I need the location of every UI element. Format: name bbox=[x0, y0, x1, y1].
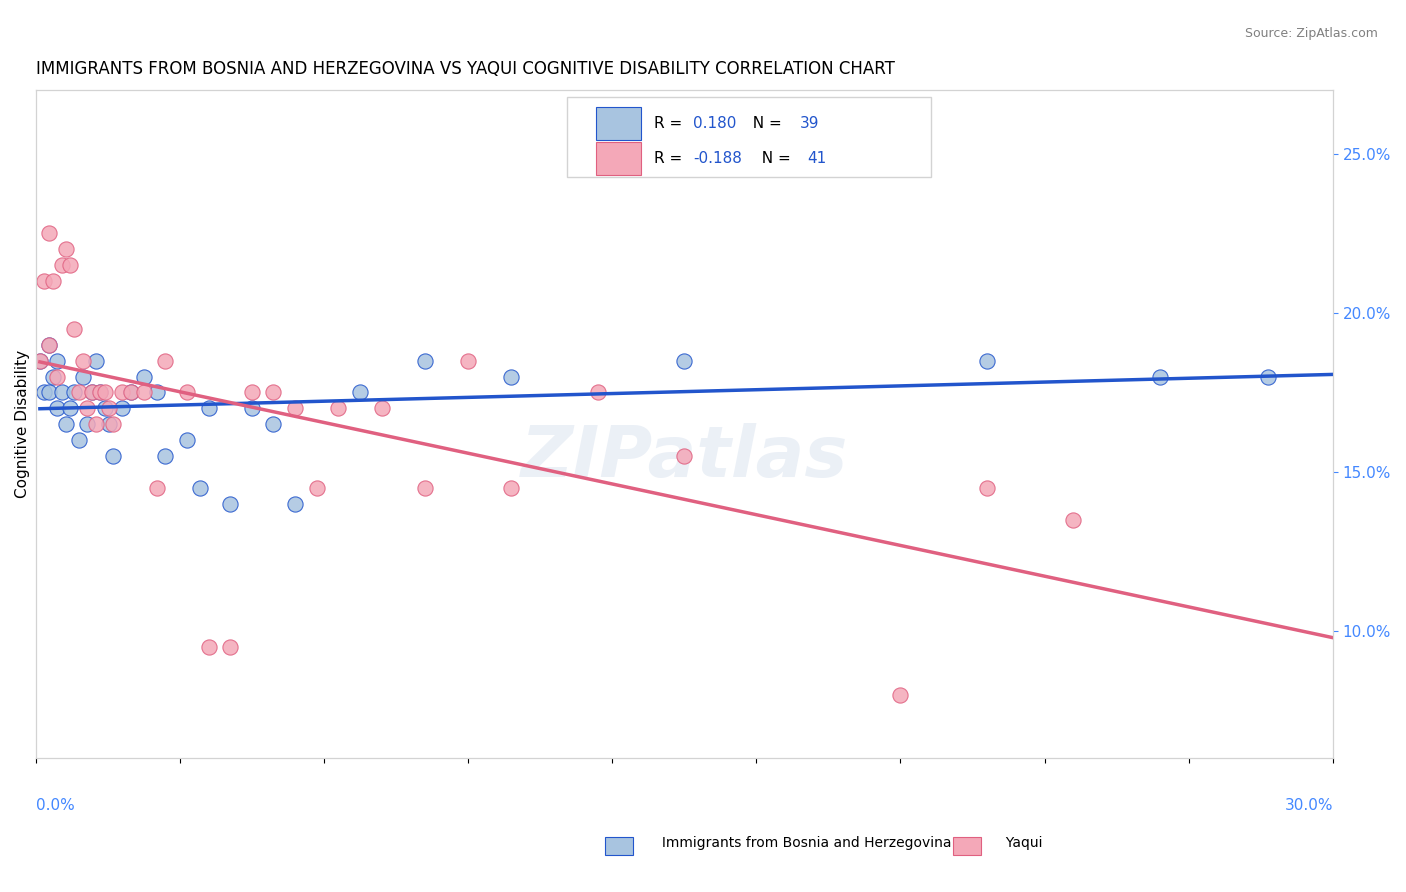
Point bbox=[51, 258, 73, 272]
Point bbox=[284, 401, 307, 416]
Text: 41: 41 bbox=[807, 151, 827, 166]
Point bbox=[38, 338, 60, 352]
Point bbox=[132, 385, 155, 400]
Point bbox=[59, 258, 82, 272]
Text: Immigrants from Bosnia and Herzegovina: Immigrants from Bosnia and Herzegovina bbox=[640, 836, 952, 850]
Point bbox=[349, 385, 371, 400]
Point bbox=[28, 353, 51, 368]
Point bbox=[98, 401, 121, 416]
Point bbox=[67, 385, 90, 400]
Text: N =: N = bbox=[752, 151, 796, 166]
Point bbox=[84, 417, 107, 432]
Point bbox=[501, 481, 523, 495]
Point bbox=[120, 385, 142, 400]
Point bbox=[197, 640, 219, 654]
Point bbox=[55, 417, 77, 432]
Point bbox=[176, 434, 198, 448]
Point bbox=[32, 385, 55, 400]
Point bbox=[328, 401, 350, 416]
Text: N =: N = bbox=[742, 116, 786, 131]
Point bbox=[80, 385, 103, 400]
Point bbox=[219, 497, 242, 511]
Point bbox=[413, 353, 436, 368]
Point bbox=[188, 481, 211, 495]
Text: 39: 39 bbox=[800, 116, 820, 131]
Point bbox=[219, 640, 242, 654]
Point bbox=[72, 369, 94, 384]
Point bbox=[76, 417, 98, 432]
Point bbox=[89, 385, 111, 400]
Point bbox=[38, 338, 60, 352]
Point bbox=[46, 353, 69, 368]
Point bbox=[38, 385, 60, 400]
Text: R =: R = bbox=[654, 116, 688, 131]
Point bbox=[262, 417, 284, 432]
Point bbox=[59, 401, 82, 416]
Point bbox=[889, 688, 911, 702]
Point bbox=[98, 417, 121, 432]
Point bbox=[145, 481, 167, 495]
Point bbox=[46, 369, 69, 384]
Text: -0.188: -0.188 bbox=[693, 151, 742, 166]
FancyBboxPatch shape bbox=[596, 107, 641, 140]
Point bbox=[72, 353, 94, 368]
Point bbox=[413, 481, 436, 495]
Point bbox=[976, 353, 998, 368]
Point bbox=[1257, 369, 1279, 384]
Text: ZIPatlas: ZIPatlas bbox=[520, 423, 848, 492]
Text: 0.0%: 0.0% bbox=[35, 798, 75, 814]
Point bbox=[155, 353, 177, 368]
Point bbox=[42, 369, 65, 384]
Y-axis label: Cognitive Disability: Cognitive Disability bbox=[15, 351, 30, 499]
Point bbox=[111, 385, 134, 400]
Point bbox=[94, 385, 117, 400]
Point bbox=[176, 385, 198, 400]
Point bbox=[1062, 513, 1084, 527]
Text: 0.180: 0.180 bbox=[693, 116, 737, 131]
Point bbox=[28, 353, 51, 368]
Point bbox=[42, 274, 65, 288]
FancyBboxPatch shape bbox=[568, 97, 931, 178]
Point bbox=[1149, 369, 1171, 384]
Point bbox=[55, 243, 77, 257]
Point bbox=[94, 401, 117, 416]
Point bbox=[111, 401, 134, 416]
Point bbox=[305, 481, 328, 495]
Point bbox=[103, 417, 125, 432]
Point bbox=[32, 274, 55, 288]
Point bbox=[38, 227, 60, 241]
Point bbox=[673, 353, 696, 368]
Text: IMMIGRANTS FROM BOSNIA AND HERZEGOVINA VS YAQUI COGNITIVE DISABILITY CORRELATION: IMMIGRANTS FROM BOSNIA AND HERZEGOVINA V… bbox=[35, 60, 894, 78]
Point bbox=[63, 322, 86, 336]
Text: Yaqui: Yaqui bbox=[984, 836, 1043, 850]
Point bbox=[76, 401, 98, 416]
Point bbox=[976, 481, 998, 495]
Point bbox=[80, 385, 103, 400]
Point bbox=[51, 385, 73, 400]
FancyBboxPatch shape bbox=[596, 142, 641, 175]
Text: 30.0%: 30.0% bbox=[1285, 798, 1333, 814]
Point bbox=[84, 353, 107, 368]
Point bbox=[457, 353, 479, 368]
Point bbox=[673, 449, 696, 463]
Point bbox=[67, 434, 90, 448]
Point bbox=[46, 401, 69, 416]
Point bbox=[284, 497, 307, 511]
Text: R =: R = bbox=[654, 151, 688, 166]
Point bbox=[240, 401, 263, 416]
Point bbox=[89, 385, 111, 400]
Text: Source: ZipAtlas.com: Source: ZipAtlas.com bbox=[1244, 27, 1378, 40]
Point bbox=[63, 385, 86, 400]
Point bbox=[132, 369, 155, 384]
Point bbox=[155, 449, 177, 463]
Point bbox=[120, 385, 142, 400]
Point bbox=[370, 401, 392, 416]
Point bbox=[145, 385, 167, 400]
Point bbox=[103, 449, 125, 463]
Point bbox=[262, 385, 284, 400]
Point bbox=[197, 401, 219, 416]
Point bbox=[586, 385, 609, 400]
Point bbox=[501, 369, 523, 384]
Point bbox=[240, 385, 263, 400]
